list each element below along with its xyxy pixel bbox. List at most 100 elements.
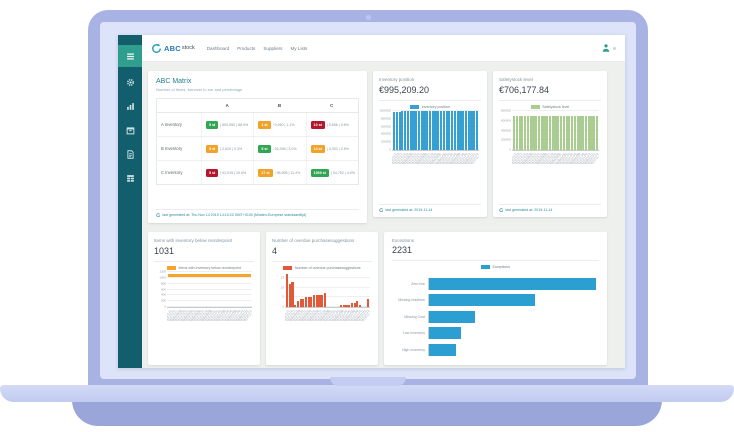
footer-text: last generated at: 2019-11-14 (385, 207, 433, 212)
legend-label: Exceptions (492, 264, 511, 269)
logo-sync-icon (152, 43, 161, 53)
laptop-underbody (72, 398, 662, 426)
abc-matrix-table: A B C A Inventory 5 st | 600,550 | 68.9% … (156, 98, 359, 185)
card-title: Number of overdue purchasesuggestions (272, 238, 355, 243)
dashboard-app: ABC stock Dashboard Products Suppliers My… (118, 35, 625, 368)
count-badge: 5 st (206, 168, 219, 177)
table-icon (126, 175, 134, 182)
row-label: C Inventory (161, 170, 183, 175)
refresh-icon (379, 207, 384, 212)
card-title: Safetystock level (499, 77, 533, 82)
matrix-cell[interactable]: 5 st | 26,398 | 3.0% (253, 137, 305, 160)
safetystock-card: Safetystock level €706,177.84 Safetystoc… (493, 71, 607, 217)
cell-text: | 2,620 | 0.3% (220, 146, 243, 151)
chart-legend: Number of overdue purchasesuggestions (272, 265, 372, 270)
card-title: Items with inventory below reorderpoint (154, 238, 233, 243)
abc-col-b: B (277, 103, 282, 108)
footer-text: last generated at: 2019-11-14 (505, 207, 553, 212)
sidebar-item-grid[interactable] (120, 170, 140, 187)
matrix-cell[interactable]: 10 st | 5,656 | 0.6% (305, 113, 358, 136)
document-icon (126, 150, 134, 159)
legend-label: Number of overdue purchasesuggestions (294, 265, 361, 270)
matrix-cell[interactable]: 27 st | 98,995 | 11.4% (253, 161, 305, 184)
nav-item-dashboard[interactable]: Dashboard (206, 45, 230, 51)
count-badge: 5 st (258, 144, 271, 153)
exceptions-card: Exceptions 2231 Exceptions Zero line Miss… (384, 232, 607, 365)
abc-table-header: A B C (157, 99, 358, 113)
matrix-cell[interactable]: 5 st | 600,550 | 68.9% (201, 113, 253, 136)
sidebar-item-analytics[interactable] (120, 98, 140, 115)
abc-matrix-subtitle: Number of items, turnover in eur and per… (156, 87, 243, 92)
app-logo[interactable]: ABC stock (151, 43, 195, 54)
user-icon (602, 44, 610, 52)
laptop-notch (330, 377, 406, 386)
legend-swatch (480, 264, 490, 269)
exceptions-chart: Zero line Missing leadtime Missing Cost Low… (392, 273, 599, 360)
cell-text: | 98,995 | 11.4% (274, 170, 301, 175)
card-footer: last generated at: 2019-11-14 (499, 203, 601, 213)
refresh-icon (499, 207, 504, 212)
sidebar-item-settings[interactable] (120, 74, 140, 91)
dashboard-content: ABC Matrix Number of items, turnover in … (142, 62, 625, 368)
count-badge: 14 st (310, 144, 325, 153)
count-badge: 1 st (258, 120, 271, 129)
inventory-position-chart: 1000000 800000 600000 400000 200000 0 2019-10-… (379, 108, 479, 164)
matrix-cell[interactable]: 14 st | 4,303 | 0.5% (305, 137, 358, 160)
row-label: B Inventory (161, 146, 183, 151)
legend-label: Inventory position (421, 104, 450, 109)
card-footer: last generated at: 2019-11-14 (379, 203, 481, 213)
kpi-value: 1031 (154, 245, 175, 256)
count-badge: 27 st (258, 168, 273, 177)
sidebar-item-menu[interactable] (118, 45, 142, 67)
refresh-icon (156, 212, 161, 217)
chart-legend: Items with inventory below reorderpoint (154, 265, 254, 270)
table-row: B Inventory 3 st | 2,620 | 0.3% 5 st | 26,… (157, 137, 358, 161)
cell-text: | 9,260 | 1.1% (272, 122, 295, 127)
overdue-card: Number of overdue purchasesuggestions 4 … (266, 232, 378, 365)
abc-matrix-title: ABC Matrix (156, 78, 192, 85)
matrix-cell[interactable]: 5 st | 92,515 | 10.6% (201, 161, 253, 184)
legend-swatch (410, 104, 420, 109)
laptop-screen: ABC stock Dashboard Products Suppliers My… (100, 22, 636, 379)
nav-item-products[interactable]: Products (237, 45, 256, 51)
user-status-dot (613, 46, 616, 50)
abc-footer-text: last generated at: Thu Nov 14 2019 14:10… (162, 212, 307, 217)
cell-text: | 26,398 | 3.0% (272, 146, 297, 151)
abc-matrix-card: ABC Matrix Number of items, turnover in … (148, 71, 367, 223)
logo-text-abc: ABC (164, 43, 181, 53)
matrix-cell[interactable]: 3 st | 2,620 | 0.3% (201, 137, 253, 160)
count-badge: 5 st (206, 120, 219, 129)
user-menu[interactable] (601, 43, 616, 53)
nav-item-suppliers[interactable]: Suppliers (263, 45, 283, 51)
cell-text: | 4,303 | 0.5% (326, 146, 349, 151)
nav-item-my-lists[interactable]: My Lists (290, 45, 308, 51)
nav-links: Dashboard Products Suppliers My Lists (207, 46, 308, 51)
chart-legend: Inventory position (379, 104, 481, 109)
matrix-cell[interactable]: 1 st | 9,260 | 1.1% (253, 113, 305, 136)
legend-swatch (283, 265, 293, 270)
legend-swatch (166, 265, 176, 270)
count-badge: 1069 st (310, 168, 329, 177)
card-title: Exceptions (392, 238, 415, 242)
sidebar-item-reports[interactable] (120, 146, 140, 163)
laptop-bezel: ABC stock Dashboard Products Suppliers My… (88, 10, 648, 386)
abc-col-c: C (330, 103, 334, 108)
legend-swatch (530, 104, 540, 109)
chart-legend: Exceptions (392, 264, 599, 269)
kpi-value: €706,177.84 (499, 84, 550, 95)
kpi-value: €995,209.20 (379, 84, 430, 95)
legend-label: Safetystock level (542, 104, 570, 109)
count-badge: 3 st (206, 144, 219, 153)
matrix-cell[interactable]: 1069 st | 34,752 | 4.0% (305, 161, 358, 184)
laptop-base (0, 385, 734, 402)
logo-text-stock: stock (181, 45, 195, 51)
kpi-value: 4 (272, 245, 278, 256)
divider (154, 260, 254, 262)
abc-footer: last generated at: Thu Nov 14 2019 14:10… (156, 208, 359, 218)
cell-text: | 5,656 | 0.6% (326, 122, 349, 127)
sidebar-item-inventory[interactable] (120, 122, 140, 139)
inventory-position-card: Inventory position €995,209.20 Inventory… (373, 71, 487, 217)
cell-text: | 600,550 | 68.9% (220, 122, 249, 127)
gears-icon (126, 79, 134, 86)
